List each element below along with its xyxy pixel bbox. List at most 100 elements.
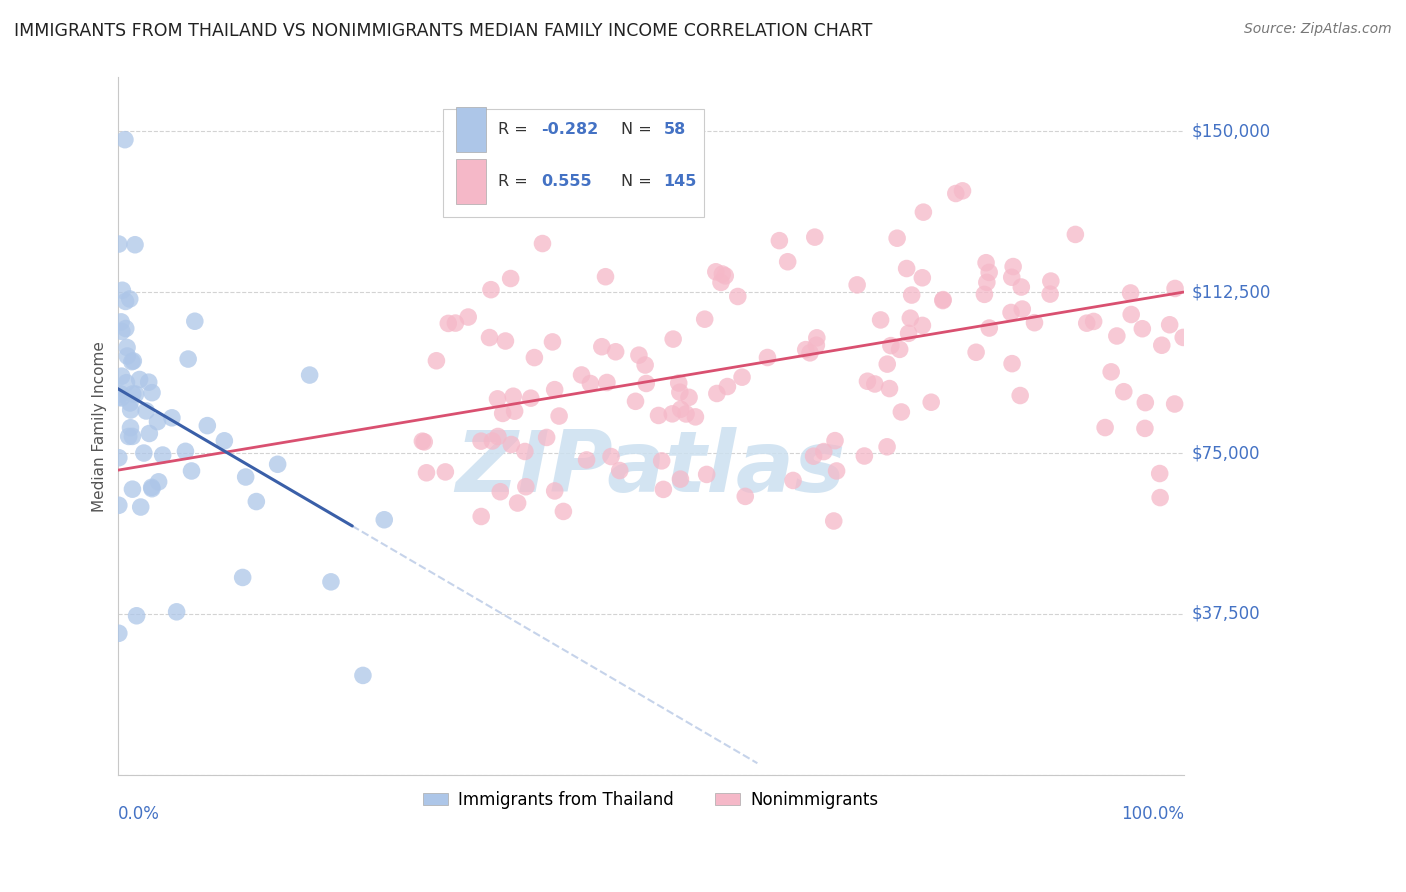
Point	[138, 426, 160, 441]
Text: 100.0%: 100.0%	[1121, 805, 1184, 823]
Text: 0.0%: 0.0%	[118, 805, 160, 823]
Point	[108, 390, 131, 404]
Point	[714, 268, 737, 283]
Point	[605, 344, 627, 359]
Text: $112,500: $112,500	[1192, 283, 1271, 301]
Point	[806, 331, 828, 345]
Point	[879, 382, 901, 396]
Point	[600, 450, 623, 464]
Point	[678, 390, 700, 404]
Point	[890, 405, 912, 419]
Point	[177, 352, 200, 367]
Point	[876, 357, 898, 371]
Point	[1119, 285, 1142, 300]
Point	[108, 626, 131, 640]
Point	[1099, 365, 1122, 379]
Text: N =: N =	[621, 122, 657, 136]
Point	[1083, 314, 1105, 328]
Point	[952, 184, 974, 198]
Point	[627, 348, 650, 362]
Point	[675, 407, 697, 421]
Point	[486, 429, 509, 443]
Point	[591, 340, 613, 354]
Point	[869, 313, 891, 327]
Point	[911, 270, 934, 285]
Point	[437, 317, 460, 331]
Point	[661, 407, 683, 421]
Bar	[456, 159, 485, 204]
Point	[1135, 395, 1157, 409]
Point	[470, 509, 492, 524]
Point	[846, 277, 869, 292]
Point	[911, 318, 934, 333]
Point	[543, 383, 565, 397]
Point	[352, 668, 374, 682]
Point	[494, 334, 516, 348]
Point	[1133, 421, 1156, 435]
Point	[669, 402, 692, 417]
Point	[148, 475, 170, 489]
Point	[541, 334, 564, 349]
Point	[856, 374, 879, 388]
Point	[693, 312, 716, 326]
Point	[146, 415, 169, 429]
Point	[486, 392, 509, 406]
Point	[319, 574, 342, 589]
Point	[863, 376, 886, 391]
Point	[121, 387, 143, 401]
Text: $75,000: $75,000	[1192, 444, 1261, 462]
Point	[160, 410, 183, 425]
Point	[804, 230, 827, 244]
Point	[1010, 388, 1032, 402]
Point	[886, 231, 908, 245]
Point	[115, 376, 138, 390]
Point	[647, 409, 669, 423]
Point	[974, 256, 997, 270]
Point	[704, 265, 727, 279]
Point	[1149, 491, 1171, 505]
Point	[118, 429, 141, 443]
Point	[976, 276, 998, 290]
Point	[135, 404, 157, 418]
Point	[806, 338, 828, 352]
Point	[125, 608, 148, 623]
Point	[114, 294, 136, 309]
Point	[648, 196, 671, 211]
Point	[129, 500, 152, 514]
Point	[636, 376, 658, 391]
Text: R =: R =	[498, 174, 533, 189]
Point	[628, 171, 651, 186]
Point	[609, 464, 631, 478]
Point	[1121, 308, 1143, 322]
Point	[120, 421, 142, 435]
Point	[266, 457, 288, 471]
Point	[1094, 420, 1116, 434]
Point	[298, 368, 321, 382]
Point	[121, 482, 143, 496]
Point	[117, 349, 139, 363]
Point	[520, 391, 543, 405]
Text: 145: 145	[664, 174, 697, 189]
Point	[124, 387, 146, 401]
Point	[235, 470, 257, 484]
Point	[166, 605, 188, 619]
Point	[1010, 280, 1032, 294]
Point	[413, 434, 436, 449]
Point	[245, 494, 267, 508]
Point	[803, 449, 825, 463]
Point	[731, 370, 754, 384]
Point	[111, 283, 134, 297]
Point	[114, 321, 136, 335]
Point	[536, 430, 558, 444]
Point	[685, 409, 707, 424]
Point	[141, 482, 163, 496]
Y-axis label: Median Family Income: Median Family Income	[93, 341, 107, 512]
Point	[876, 440, 898, 454]
Point	[141, 480, 163, 494]
Text: $150,000: $150,000	[1192, 122, 1271, 140]
Point	[1001, 270, 1024, 285]
Point	[553, 504, 575, 518]
Point	[794, 343, 817, 357]
Point	[373, 513, 395, 527]
Point	[513, 444, 536, 458]
